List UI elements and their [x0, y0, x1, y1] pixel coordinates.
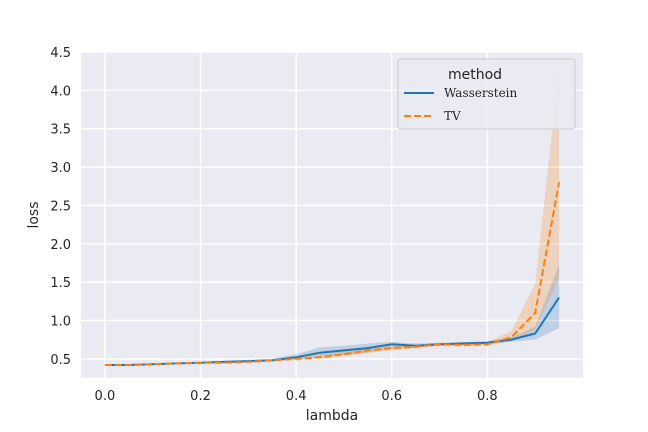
x-tick-label: 0.0 [95, 389, 116, 404]
y-tick-label: 4.0 [50, 84, 71, 99]
y-tick-label: 3.5 [50, 123, 71, 138]
x-tick-labels: 0.0 0.2 0.4 0.6 0.8 [95, 389, 498, 404]
y-tick-label: 1.5 [50, 276, 71, 291]
legend-box [397, 58, 576, 130]
legend: method Wasserstein TV [397, 58, 576, 130]
x-axis-label: lambda [306, 408, 358, 424]
legend-label-wasserstein: Wasserstein [444, 86, 518, 100]
y-tick-label: 1.0 [50, 314, 71, 329]
y-tick-labels: 0.5 1.0 1.5 2.0 2.5 3.0 3.5 4.0 4.5 [50, 46, 71, 368]
x-tick-label: 0.4 [286, 389, 307, 404]
y-tick-label: 4.5 [50, 46, 71, 61]
x-tick-label: 0.6 [381, 389, 402, 404]
x-tick-label: 0.2 [190, 389, 211, 404]
y-tick-label: 2.5 [50, 199, 71, 214]
grid-lines [81, 51, 583, 378]
legend-label-tv: TV [444, 109, 461, 123]
series-line-tv [104, 182, 561, 366]
y-axis-label: loss [26, 201, 42, 228]
y-tick-label: 2.0 [50, 238, 71, 253]
legend-title: method [448, 67, 502, 83]
y-tick-label: 3.0 [50, 161, 71, 176]
series-lines [104, 182, 561, 366]
x-tick-label: 0.8 [477, 389, 498, 404]
y-tick-label: 0.5 [50, 353, 71, 368]
